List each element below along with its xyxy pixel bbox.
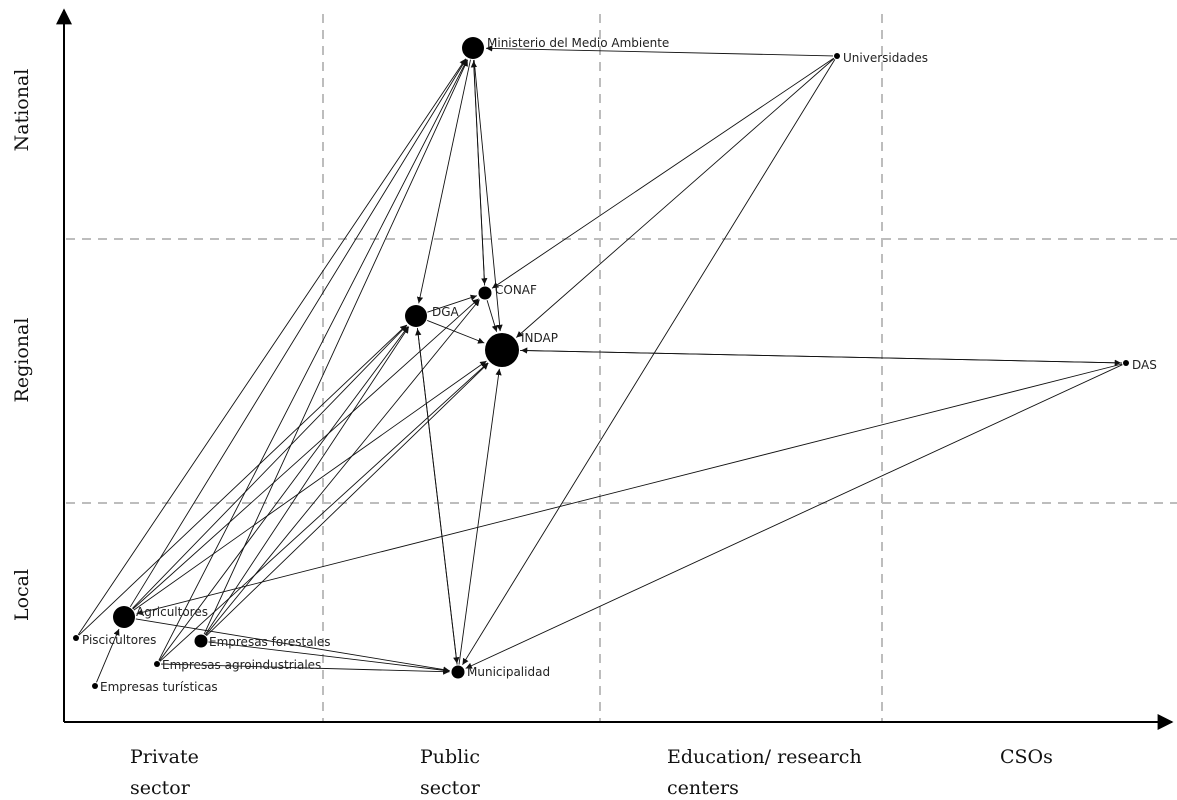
edge-forestales-to-municipalidad [208,641,450,674]
node-marker-forestales[interactable] [194,634,208,648]
node-agroindustriales[interactable]: Empresas agroindustriales [154,658,321,672]
node-das[interactable]: DAS [1123,358,1157,372]
node-marker-conaf[interactable] [478,286,492,300]
node-municipalidad[interactable]: Municipalidad [451,665,551,679]
edge-agricultores-to-dga [132,324,408,609]
node-label-indap: INDAP [521,331,558,345]
node-forestales[interactable]: Empresas forestales [194,634,331,650]
edge-universidades-to-ministerio [485,45,834,57]
node-marker-das[interactable] [1123,360,1129,366]
row-label-national: National [11,69,33,152]
node-label-piscicultores: Piscicultores [82,633,156,647]
node-label-conaf: CONAF [495,283,537,297]
row-labels: National Regional Local [11,69,33,621]
node-marker-municipalidad[interactable] [451,665,465,679]
column-label-education-line1: Education/ research [667,746,862,768]
edges [77,45,1123,683]
edge-turisticas-to-agricultores [96,628,120,683]
edge-piscicultores-to-ministerio [77,58,467,635]
column-label-private-line2: sector [130,777,191,799]
edge-universidades-to-municipalidad [462,59,836,666]
edge-agricultores-to-ministerio [129,58,467,608]
edge-das-to-agricultores [136,363,1123,616]
edge-agricultores-to-conaf [132,298,480,610]
node-indap[interactable]: INDAP [485,331,558,367]
edge-universidades-to-conaf [491,57,834,289]
node-universidades[interactable]: Universidades [834,51,928,65]
edge-dga-to-indap [427,319,485,344]
grid-lines [66,14,1177,722]
node-marker-ministerio[interactable] [462,37,484,59]
edge-piscicultores-to-dga [78,324,407,636]
edge-municipalidad-to-indap [458,368,502,665]
edge-dga-to-conaf [427,294,478,313]
node-label-ministerio: Ministerio del Medio Ambiente [487,36,669,50]
edge-ministerio-to-indap [473,59,503,332]
node-label-dga: DGA [432,305,460,319]
node-label-forestales: Empresas forestales [209,635,331,649]
node-marker-piscicultores[interactable] [73,635,79,641]
node-turisticas[interactable]: Empresas turísticas [92,680,218,694]
edge-forestales-to-dga [204,326,410,635]
edge-agricultores-to-municipalidad [135,618,450,673]
row-label-local: Local [11,569,33,621]
column-labels: Private sector Public sector Education/ … [130,746,1053,799]
node-ministerio[interactable]: Ministerio del Medio Ambiente [462,36,669,59]
edge-agroindustriales-to-ministerio [158,59,468,661]
node-marker-universidades[interactable] [834,53,840,59]
edge-forestales-to-conaf [205,299,480,636]
column-label-public-line2: sector [420,777,481,799]
edge-conaf-to-ministerio [470,60,486,286]
node-agricultores[interactable]: Agricultores [113,605,208,628]
node-label-agroindustriales: Empresas agroindustriales [162,658,321,672]
nodes: Ministerio del Medio Ambiente Universidad… [73,36,1157,694]
edge-das-to-municipalidad [465,364,1123,669]
node-marker-turisticas[interactable] [92,683,98,689]
row-label-regional: Regional [11,318,33,403]
edge-agroindustriales-to-municipalidad [160,663,450,675]
edge-municipalidad-to-dga [415,328,458,665]
node-marker-dga[interactable] [405,305,427,327]
node-marker-agricultores[interactable] [113,606,135,628]
node-label-das: DAS [1132,358,1157,372]
edge-agroindustriales-to-indap [159,362,489,662]
edge-agricultores-to-indap [133,360,487,611]
node-label-agricultores: Agricultores [136,605,208,619]
edge-agroindustriales-to-dga [159,326,409,662]
edge-indap-to-das [519,349,1122,366]
node-label-municipalidad: Municipalidad [467,665,550,679]
axes [56,8,1174,730]
node-conaf[interactable]: CONAF [478,283,538,300]
node-marker-indap[interactable] [485,333,519,367]
column-label-education-line2: centers [667,777,739,799]
column-label-private-line1: Private [130,746,199,768]
column-label-public-line1: Public [420,746,480,768]
node-marker-agroindustriales[interactable] [154,661,160,667]
edge-forestales-to-ministerio [203,59,469,635]
node-label-turisticas: Empresas turísticas [100,680,218,694]
column-label-csos-line1: CSOs [1000,746,1053,768]
edge-ministerio-to-dga [416,59,471,304]
node-piscicultores[interactable]: Piscicultores [73,633,156,647]
edge-forestales-to-indap [206,362,489,637]
node-dga[interactable]: DGA [405,305,460,327]
edge-universidades-to-indap [516,58,835,338]
node-label-universidades: Universidades [843,51,928,65]
edge-conaf-to-indap [486,300,498,332]
